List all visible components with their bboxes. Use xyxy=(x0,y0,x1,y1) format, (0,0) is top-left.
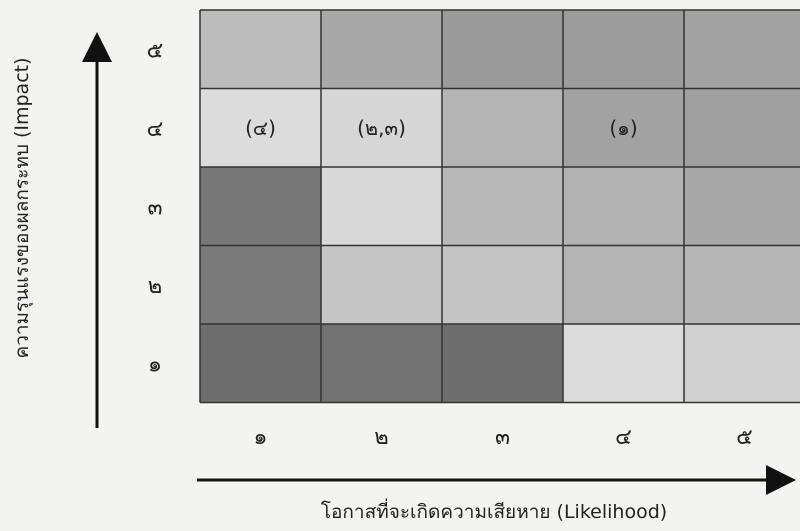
matrix-cell-l5-i3 xyxy=(684,167,800,246)
cell-label: (๑) xyxy=(609,116,637,140)
matrix-cell-l5-i2 xyxy=(684,245,800,324)
matrix-cell-l3-i5 xyxy=(442,10,563,89)
y-tick-labels: ๑ ๒ ๓ ๔ ๕ xyxy=(147,38,164,377)
y-tick-label: ๔ xyxy=(147,117,164,142)
matrix-cell-l3-i2 xyxy=(442,245,563,324)
x-tick-label: ๔ xyxy=(615,425,632,450)
matrix-cell-l1-i1 xyxy=(200,324,321,403)
matrix-cell-l2-i3 xyxy=(321,167,442,246)
matrix-cell-l3-i3 xyxy=(442,167,563,246)
x-tick-label: ๕ xyxy=(736,425,753,450)
grid-lines xyxy=(199,9,800,404)
matrix-cell-l1-i4 xyxy=(200,88,321,167)
matrix-cell-l1-i2 xyxy=(200,245,321,324)
matrix-cell-l4-i5 xyxy=(563,10,684,89)
matrix-cell-l4-i1 xyxy=(563,324,684,403)
x-tick-label: ๑ xyxy=(254,425,268,450)
y-axis-title: ความรุนแรงของผลกระทบ (Impact) xyxy=(11,57,34,358)
cell-label: (๔) xyxy=(245,116,276,140)
matrix-cell-l5-i1 xyxy=(684,324,800,403)
x-tick-label: ๒ xyxy=(374,425,389,450)
matrix-cell-l2-i1 xyxy=(321,324,442,403)
matrix-cell-l3-i1 xyxy=(442,324,563,403)
matrix-cell-l1-i3 xyxy=(200,167,321,246)
matrix-cell-l1-i5 xyxy=(200,10,321,89)
matrix-cell-l2-i5 xyxy=(321,10,442,89)
x-tick-labels: ๑ ๒ ๓ ๔ ๕ xyxy=(254,425,753,450)
cell-label: (๒,๓) xyxy=(357,116,406,140)
matrix-cell-l4-i3 xyxy=(563,167,684,246)
y-tick-label: ๒ xyxy=(148,274,163,299)
x-axis-title: โอกาสที่จะเกิดความเสียหาย (Likelihood) xyxy=(321,498,667,523)
matrix-cell-l2-i4 xyxy=(321,88,442,167)
cell-labels: (๔) (๒,๓) (๑) xyxy=(245,116,638,140)
matrix-cell-l4-i2 xyxy=(563,245,684,324)
grid-cells xyxy=(200,10,800,403)
matrix-cell-l2-i2 xyxy=(321,245,442,324)
y-tick-label: ๕ xyxy=(147,38,164,63)
matrix-cell-l4-i4 xyxy=(563,88,684,167)
y-tick-label: ๑ xyxy=(148,352,162,377)
matrix-cell-l3-i4 xyxy=(442,88,563,167)
y-tick-label: ๓ xyxy=(147,195,162,220)
matrix-cell-l5-i5 xyxy=(684,10,800,89)
matrix-cell-l5-i4 xyxy=(684,88,800,167)
x-tick-label: ๓ xyxy=(495,425,510,450)
